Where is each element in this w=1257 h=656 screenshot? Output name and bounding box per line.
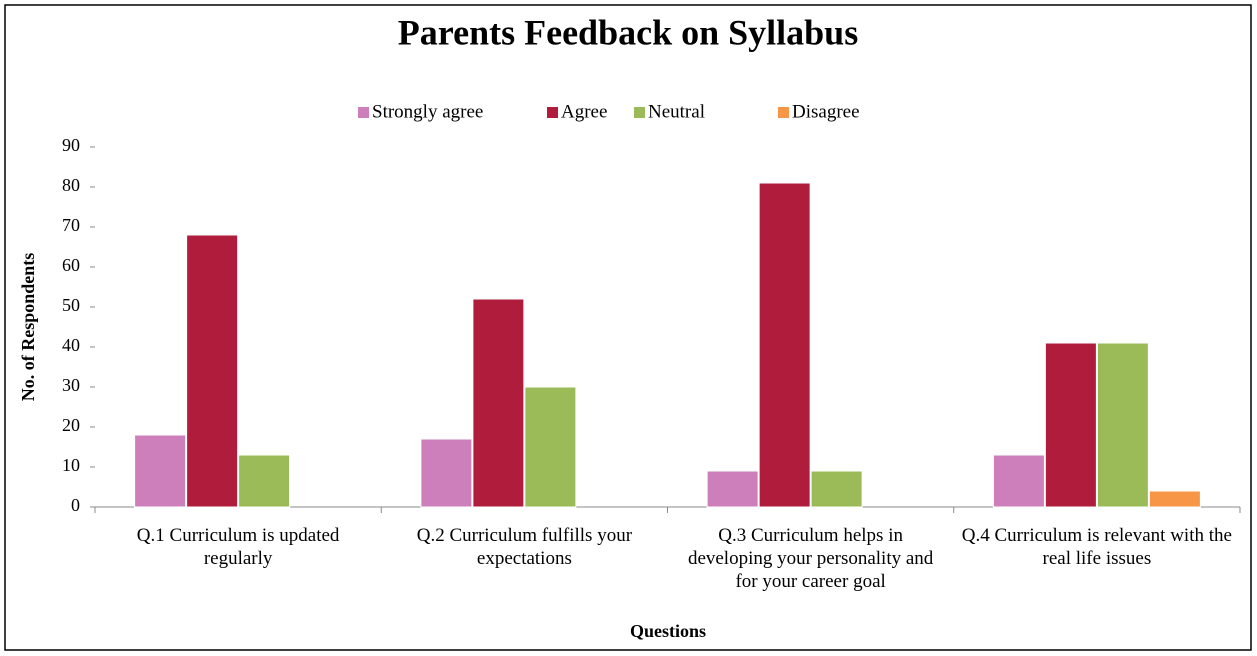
x-axis-label: Questions xyxy=(630,621,706,641)
bar xyxy=(1044,342,1097,508)
bar xyxy=(1148,490,1201,508)
bar xyxy=(420,438,473,508)
bar xyxy=(238,454,291,508)
x-tick-label: Q.2 Curriculum fulfills your expectation… xyxy=(416,525,633,569)
legend-swatch xyxy=(634,107,645,118)
x-tick-label: Q.4 Curriculum is relevant with the real… xyxy=(961,525,1232,569)
y-tick-label: 90 xyxy=(62,135,80,155)
legend-swatch xyxy=(358,107,369,118)
legend-label: Strongly agree xyxy=(372,101,483,122)
y-tick-label: 70 xyxy=(62,215,80,235)
legend-label: Neutral xyxy=(648,101,705,122)
chart-title: Parents Feedback on Syllabus xyxy=(398,12,858,52)
legend-swatch xyxy=(778,107,789,118)
y-tick-label: 20 xyxy=(62,415,80,435)
legend-label: Agree xyxy=(561,101,607,122)
y-tick-label: 30 xyxy=(62,375,80,395)
bar xyxy=(1096,342,1149,508)
bar xyxy=(186,234,239,508)
y-tick-label: 10 xyxy=(62,455,80,475)
bar xyxy=(810,470,863,508)
y-tick-label: 50 xyxy=(62,295,80,315)
bar xyxy=(134,434,187,508)
y-tick-label: 60 xyxy=(62,255,80,275)
chart-border xyxy=(4,4,1252,651)
bar xyxy=(758,182,811,508)
bar xyxy=(524,386,577,508)
bar xyxy=(992,454,1045,508)
y-tick-label: 80 xyxy=(62,175,80,195)
y-tick-label: 40 xyxy=(62,335,80,355)
y-tick-label: 0 xyxy=(71,495,80,515)
x-tick-label: Q.1 Curriculum is updated regularly xyxy=(136,525,340,569)
x-tick-label: Q.3 Curriculum helps in developing your … xyxy=(687,525,934,592)
y-axis-label: No. of Respondents xyxy=(18,253,38,402)
bar xyxy=(472,298,525,508)
bar xyxy=(706,470,759,508)
legend-label: Disagree xyxy=(792,101,860,122)
legend-swatch xyxy=(547,107,558,118)
